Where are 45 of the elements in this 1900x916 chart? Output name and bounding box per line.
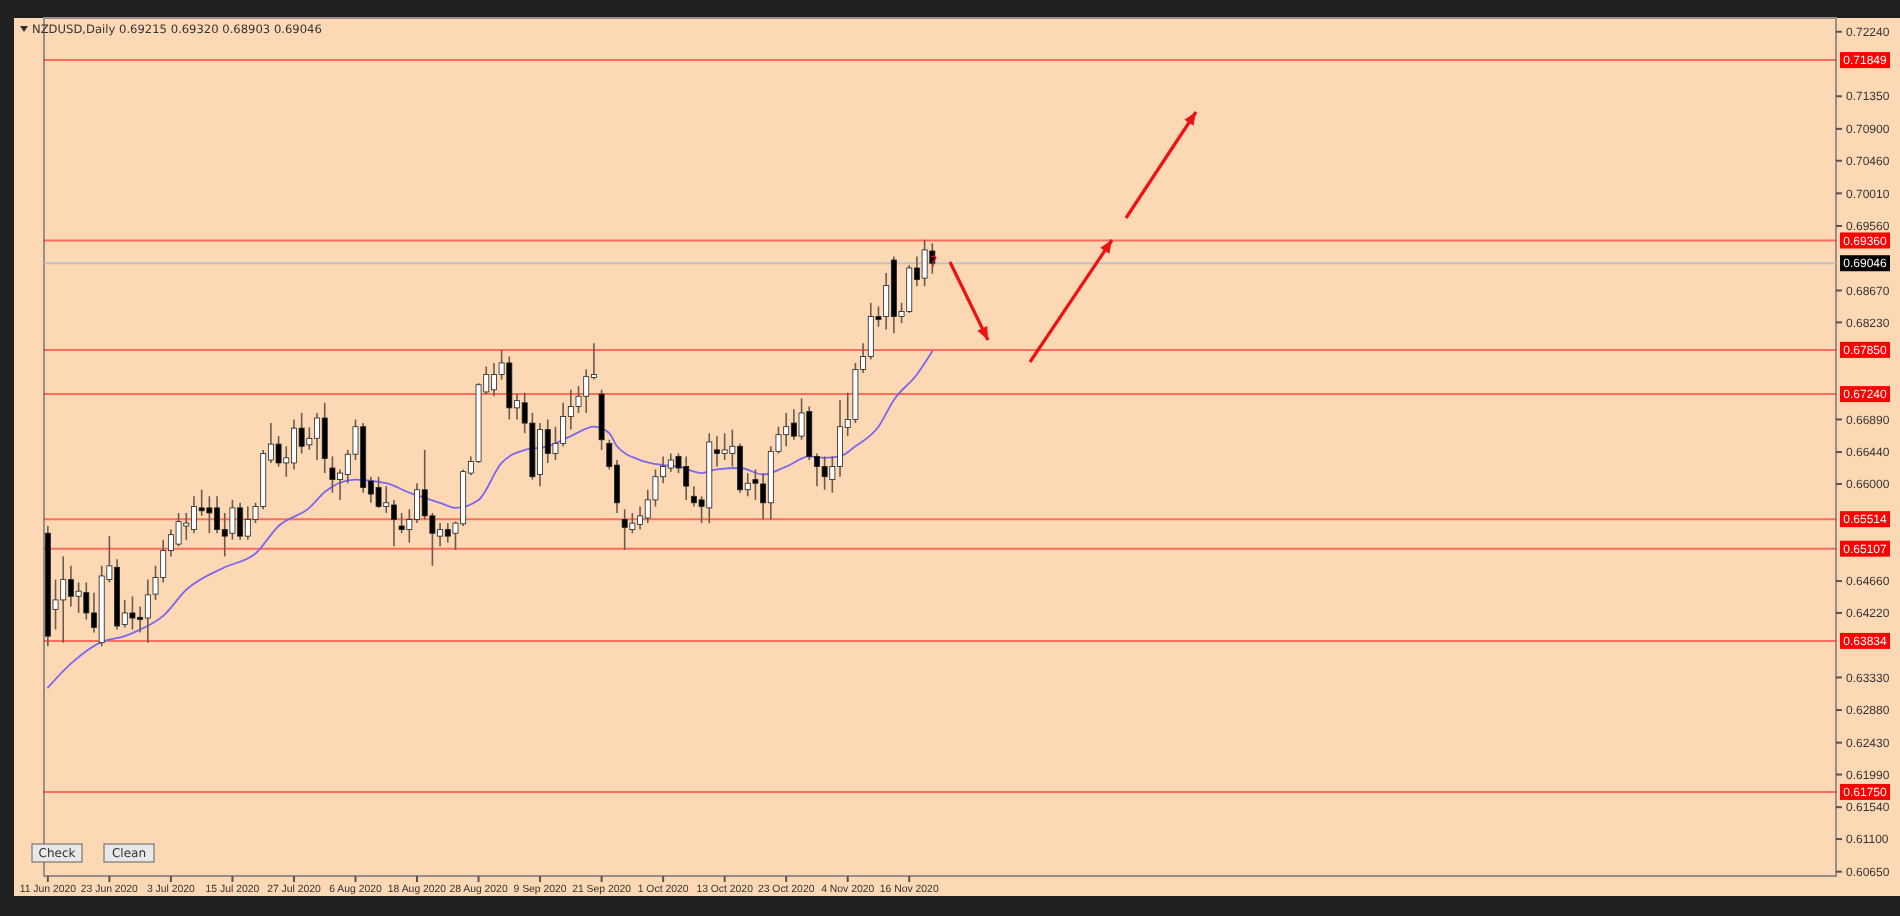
candlestick xyxy=(129,595,136,631)
candlestick xyxy=(637,505,643,531)
candlestick xyxy=(621,508,628,551)
candlestick xyxy=(291,418,297,471)
candlestick xyxy=(175,512,182,548)
candlestick xyxy=(206,495,213,535)
candlestick xyxy=(629,512,636,535)
candlestick xyxy=(583,368,590,414)
candlestick xyxy=(221,512,228,558)
candlestick xyxy=(921,238,928,287)
candlestick xyxy=(821,455,828,491)
candlestick xyxy=(191,495,197,535)
candlestick xyxy=(183,512,190,541)
candlestick xyxy=(383,485,390,514)
candlestick xyxy=(806,405,813,461)
candlestick xyxy=(721,432,728,461)
candlestick xyxy=(75,581,82,614)
candlestick xyxy=(737,442,743,494)
candlestick xyxy=(414,482,420,524)
candlestick xyxy=(437,522,444,548)
candlestick xyxy=(144,578,151,644)
candlestick xyxy=(214,495,220,535)
candlestick xyxy=(783,412,790,448)
candlestick xyxy=(391,499,397,548)
candlestick xyxy=(790,408,797,441)
candlestick xyxy=(490,362,497,398)
candlestick xyxy=(906,264,913,314)
candlestick xyxy=(598,388,605,451)
candlestick xyxy=(683,455,690,501)
candlestick xyxy=(314,412,320,461)
candlestick xyxy=(375,475,382,509)
line-series xyxy=(46,350,934,689)
candlestick xyxy=(83,581,90,621)
candlestick xyxy=(244,505,251,541)
candlestick xyxy=(60,555,67,644)
candlestick xyxy=(321,402,328,474)
candlestick xyxy=(506,355,513,421)
candlestick xyxy=(560,402,567,448)
candlestick xyxy=(537,422,544,487)
candlestick xyxy=(67,565,74,608)
candlestick xyxy=(837,399,843,478)
candlestick xyxy=(237,502,244,541)
candlestick xyxy=(444,522,451,544)
candlestick xyxy=(667,452,674,473)
candlestick xyxy=(690,485,697,508)
